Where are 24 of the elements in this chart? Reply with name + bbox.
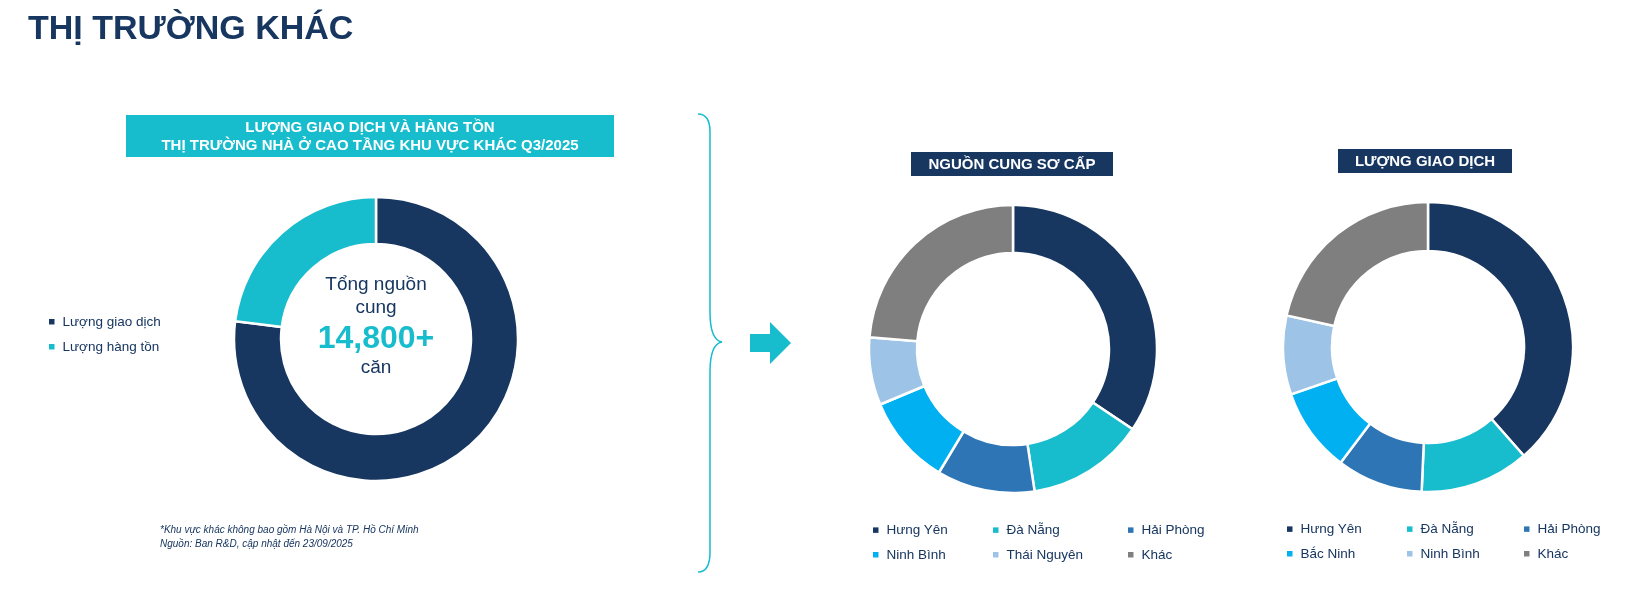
legend-label: Thái Nguyên [1006,546,1084,562]
legend-label: Lượng hàng tồn [62,338,160,354]
text: căn [359,356,393,378]
legend-label: Hưng Yên [1300,521,1362,537]
donut-slice [232,195,520,483]
text: THỊ TRƯỜNG KHÁC [28,8,354,47]
legend-label: Lượng giao dịch [62,313,161,329]
legend-label: Hưng Yên [886,522,948,538]
text: Nguồn: Ban R&D, cập nhật đến 23/09/2025 [160,536,354,550]
text: Tổng nguồn cung [324,272,428,318]
legend-label: Ninh Bình [886,546,946,562]
legend-label: Bắc Ninh [1300,545,1356,561]
legend-label: Ninh Bình [1420,545,1480,561]
legend-label: Đà Nẵng [1006,522,1060,538]
chart-title: LƯỢNG GIAO DỊCH [1338,149,1512,173]
text: 14,800+ [316,318,436,356]
legend-label: Khác [1537,545,1569,561]
chart-title: NGUỒN CUNG SƠ CẤP [911,152,1113,176]
legend-label: Hải Phòng [1141,522,1205,538]
legend-label: Hải Phòng [1537,521,1601,537]
legend-label: Đà Nẵng [1420,521,1474,537]
legend-label: Khác [1141,546,1173,562]
text: *Khu vực khác không bao gồm Hà Nội và TP. Hồ Chí Minh [160,523,419,537]
chart-title: LƯỢNG GIAO DỊCH VÀ HÀNG TỒN THỊ TRƯỜNG NHÀ Ở CAO TẦNG KHU VỰC KHÁC Q3/2025 [126,115,614,157]
